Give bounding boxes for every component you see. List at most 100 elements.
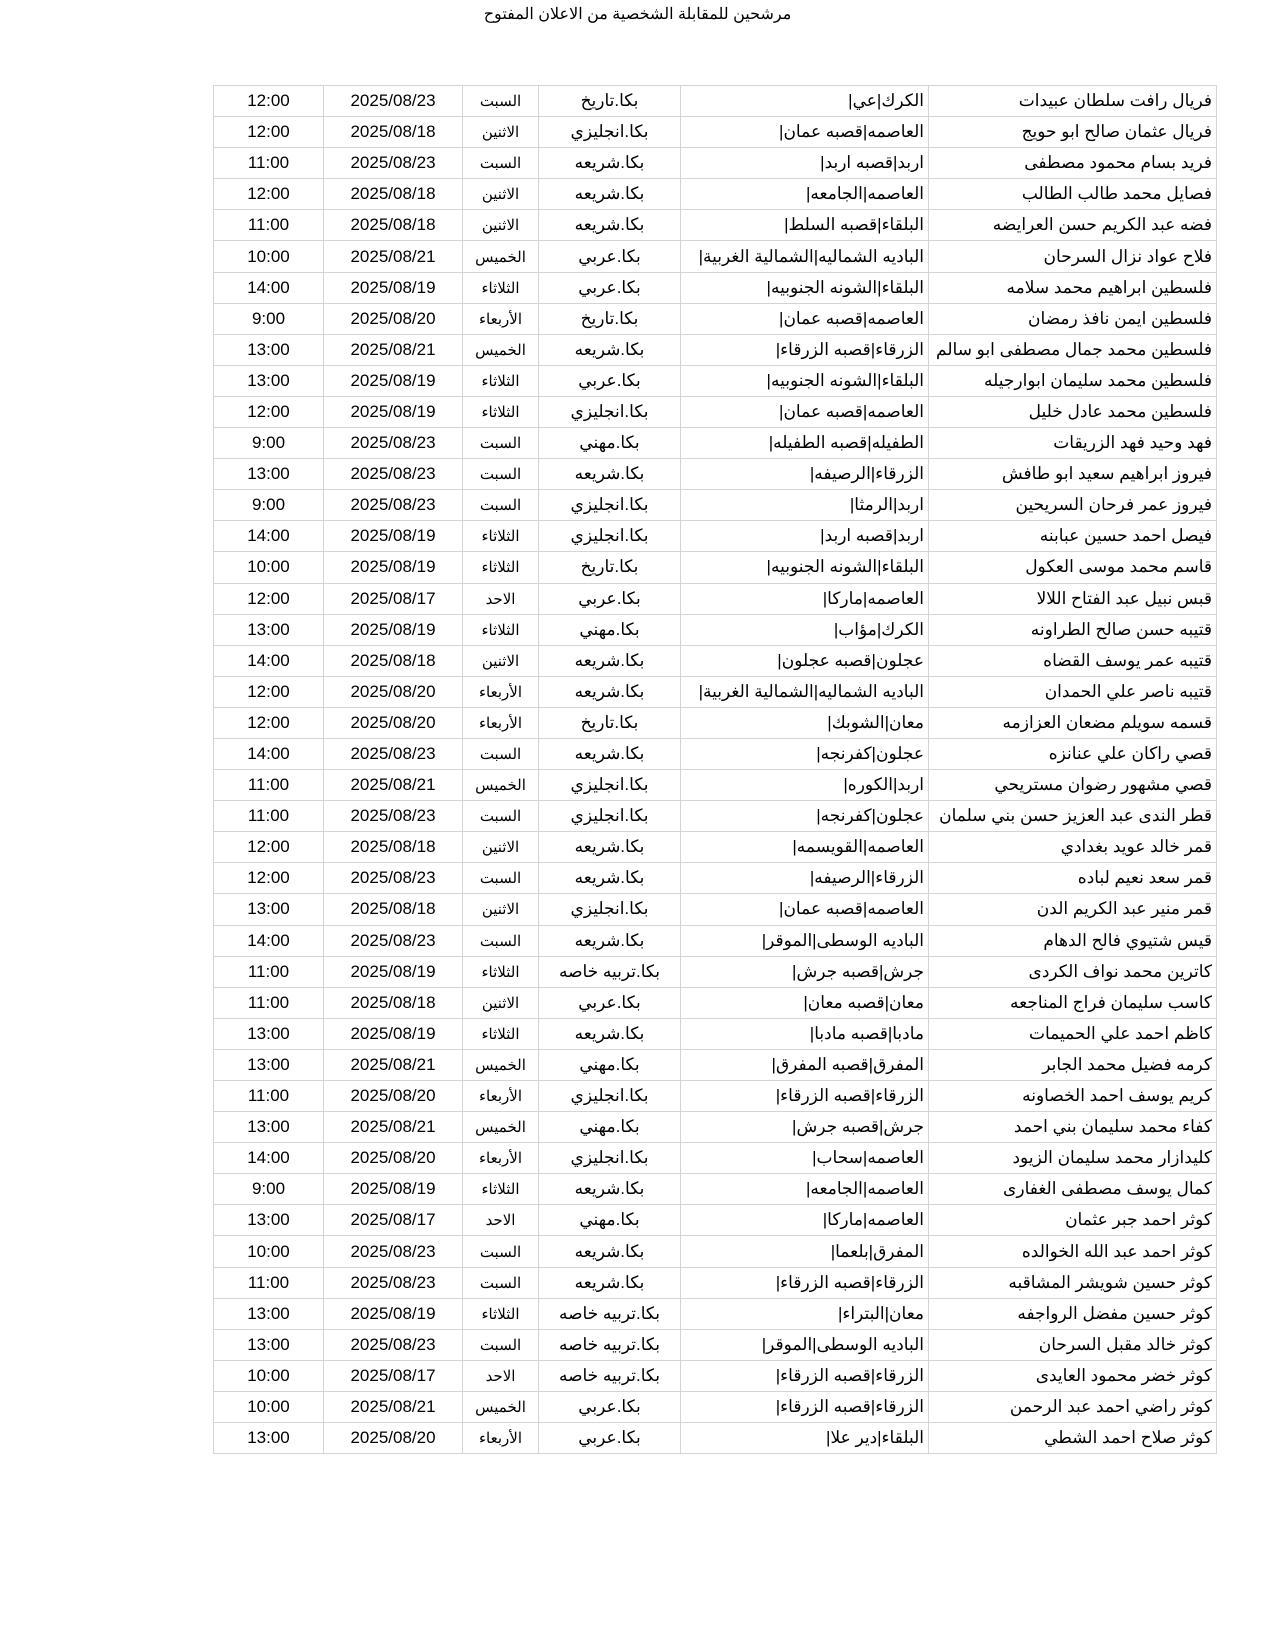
table-row: فلاح عواد نزال السرحان الباديه الشماليه|ا… <box>213 240 1217 273</box>
table-row: قاسم محمد موسى العكول البلقاء|الشونه الجن… <box>213 551 1217 584</box>
date-cell: 2025/08/18 <box>323 986 463 1019</box>
location-cell: العاصمه|ماركا| <box>680 582 929 615</box>
time-cell: 13:00 <box>213 1328 324 1361</box>
time-cell: 9:00 <box>213 1173 324 1206</box>
location-cell: العاصمه|الجامعه| <box>680 178 929 211</box>
candidate-name-cell: فيروز عمر فرحان السريحين <box>928 489 1217 522</box>
location-cell: العاصمه|قصبه عمان| <box>680 116 929 149</box>
time-cell: 10:00 <box>213 1359 324 1392</box>
date-cell: 2025/08/21 <box>323 240 463 273</box>
day-cell: الاثنين <box>462 831 539 864</box>
specialization-cell: بكا.عربي <box>538 986 681 1019</box>
time-cell: 14:00 <box>213 924 324 957</box>
candidate-name-cell: قتيبه حسن صالح الطراونه <box>928 613 1217 646</box>
specialization-cell: بكا.شريعه <box>538 737 681 771</box>
candidates-table: فريال رافت سلطان عبيدات الكرك|عي| بكا.تاري… <box>213 84 1217 1455</box>
location-cell: العاصمه|القويسمه| <box>680 831 929 864</box>
candidate-name-cell: قصي مشهور رضوان مستريحي <box>928 769 1217 802</box>
date-cell: 2025/08/20 <box>323 706 463 739</box>
table-row: فيروز ابراهيم سعيد ابو طافش الزرقاء|الرصي… <box>213 458 1217 491</box>
table-row: كوثر احمد عبد الله الخوالده المفرق|بلعما|… <box>213 1235 1217 1268</box>
location-cell: الزرقاء|قصبه الزرقاء| <box>680 1390 929 1424</box>
candidate-name-cell: كوثر احمد جبر عثمان <box>928 1204 1217 1237</box>
location-cell: اربد|قصبه اربد| <box>680 147 929 180</box>
specialization-cell: بكا.تربيه خاصه <box>538 1328 681 1361</box>
day-cell: الأربعاء <box>462 706 539 739</box>
specialization-cell: بكا.انجليزي <box>538 769 681 802</box>
day-cell: السبت <box>462 862 539 895</box>
date-cell: 2025/08/20 <box>323 1142 463 1175</box>
candidate-name-cell: كمال يوسف مصطفى الغفارى <box>928 1173 1217 1206</box>
specialization-cell: بكا.شريعه <box>538 1173 681 1206</box>
day-cell: الاحد <box>462 1204 539 1237</box>
specialization-cell: بكا.عربي <box>538 1422 681 1455</box>
specialization-cell: بكا.شريعه <box>538 209 681 242</box>
time-cell: 13:00 <box>213 893 324 926</box>
time-cell: 12:00 <box>213 178 324 211</box>
candidate-name-cell: فصايل محمد طالب الطالب <box>928 178 1217 211</box>
time-cell: 13:00 <box>213 1204 324 1237</box>
specialization-cell: بكا.عربي <box>538 1390 681 1424</box>
table-row: كوثر خضر محمود العايدى الزرقاء|قصبه الزرق… <box>213 1359 1217 1392</box>
day-cell: الثلاثاء <box>462 1297 539 1330</box>
specialization-cell: بكا.عربي <box>538 364 681 397</box>
day-cell: الخميس <box>462 1390 539 1424</box>
candidate-name-cell: قصي راكان علي عنانزه <box>928 737 1217 771</box>
candidate-name-cell: فيروز ابراهيم سعيد ابو طافش <box>928 458 1217 491</box>
date-cell: 2025/08/19 <box>323 1173 463 1206</box>
candidate-name-cell: فريال عثمان صالح ابو حويج <box>928 116 1217 149</box>
day-cell: الثلاثاء <box>462 551 539 584</box>
candidate-name-cell: فريال رافت سلطان عبيدات <box>928 84 1217 118</box>
date-cell: 2025/08/19 <box>323 1017 463 1050</box>
specialization-cell: بكا.انجليزي <box>538 395 681 429</box>
time-cell: 12:00 <box>213 675 324 708</box>
table-row: فهد وحيد فهد الزريقات الطفيله|قصبه الطفيل… <box>213 427 1217 460</box>
time-cell: 9:00 <box>213 302 324 335</box>
time-cell: 9:00 <box>213 489 324 522</box>
table-row: فلسطين محمد جمال مصطفى ابو سالم الزرقاء|ق… <box>213 333 1217 366</box>
time-cell: 12:00 <box>213 831 324 864</box>
time-cell: 12:00 <box>213 862 324 895</box>
time-cell: 13:00 <box>213 458 324 491</box>
candidate-name-cell: كرمه فضيل محمد الجابر <box>928 1048 1217 1082</box>
date-cell: 2025/08/21 <box>323 333 463 366</box>
location-cell: المفرق|قصبه المفرق| <box>680 1048 929 1082</box>
candidate-name-cell: كاظم احمد علي الحميمات <box>928 1017 1217 1050</box>
day-cell: الثلاثاء <box>462 1173 539 1206</box>
date-cell: 2025/08/23 <box>323 737 463 771</box>
table-row: كوثر احمد جبر عثمان العاصمه|ماركا| بكا.مهن… <box>213 1204 1217 1237</box>
date-cell: 2025/08/21 <box>323 769 463 802</box>
candidate-name-cell: كوثر راضي احمد عبد الرحمن <box>928 1390 1217 1424</box>
time-cell: 12:00 <box>213 395 324 429</box>
location-cell: الكرك|عي| <box>680 84 929 118</box>
table-row: فصايل محمد طالب الطالب العاصمه|الجامعه| بك… <box>213 178 1217 211</box>
table-row: كاظم احمد علي الحميمات مادبا|قصبه مادبا| ب… <box>213 1017 1217 1050</box>
specialization-cell: بكا.عربي <box>538 240 681 273</box>
date-cell: 2025/08/18 <box>323 116 463 149</box>
table-row: فضه عبد الكريم حسن العرايضه البلقاء|قصبه … <box>213 209 1217 242</box>
day-cell: الخميس <box>462 1048 539 1082</box>
location-cell: الباديه الوسطى|الموقر| <box>680 1328 929 1361</box>
table-row: فريال عثمان صالح ابو حويج العاصمه|قصبه عم… <box>213 116 1217 149</box>
day-cell: السبت <box>462 1328 539 1361</box>
date-cell: 2025/08/19 <box>323 613 463 646</box>
location-cell: الزرقاء|قصبه الزرقاء| <box>680 1359 929 1392</box>
date-cell: 2025/08/19 <box>323 955 463 988</box>
table-row: كرمه فضيل محمد الجابر المفرق|قصبه المفرق|… <box>213 1048 1217 1082</box>
specialization-cell: بكا.انجليزي <box>538 1079 681 1113</box>
candidate-name-cell: قبس نبيل عبد الفتاح اللالا <box>928 582 1217 615</box>
date-cell: 2025/08/18 <box>323 209 463 242</box>
location-cell: المفرق|بلعما| <box>680 1235 929 1268</box>
candidate-name-cell: قمر خالد عويد بغدادي <box>928 831 1217 864</box>
day-cell: الثلاثاء <box>462 271 539 304</box>
date-cell: 2025/08/23 <box>323 458 463 491</box>
specialization-cell: بكا.انجليزي <box>538 520 681 553</box>
candidate-name-cell: كليدازار محمد سليمان الزيود <box>928 1142 1217 1175</box>
location-cell: اربد|قصبه اربد| <box>680 520 929 553</box>
day-cell: الخميس <box>462 240 539 273</box>
day-cell: الخميس <box>462 769 539 802</box>
date-cell: 2025/08/23 <box>323 1266 463 1299</box>
date-cell: 2025/08/19 <box>323 364 463 397</box>
day-cell: السبت <box>462 737 539 771</box>
date-cell: 2025/08/20 <box>323 1079 463 1113</box>
